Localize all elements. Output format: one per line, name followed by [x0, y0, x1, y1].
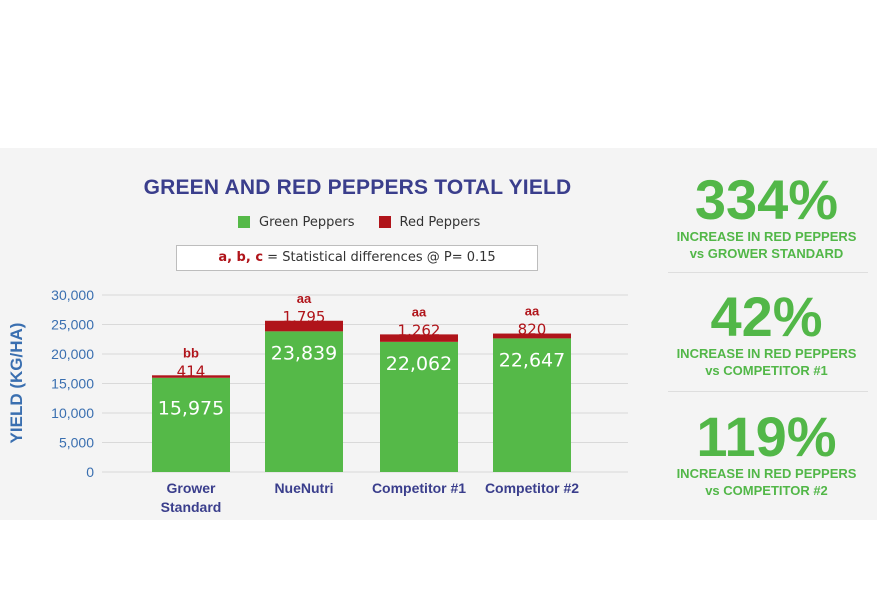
bar-red-3 — [493, 333, 571, 339]
legend: Green Peppers Red Peppers — [238, 213, 504, 231]
significance-label: aa — [525, 304, 540, 319]
stat-grower-standard: 334% INCREASE IN RED PEPPERS vs GROWER S… — [659, 172, 874, 262]
legend-item-red-peppers: Red Peppers — [378, 214, 481, 230]
y-tick-label: 5,000 — [59, 435, 94, 451]
bar-red-1 — [265, 320, 343, 332]
bar-green-2 — [380, 341, 458, 472]
bar-red-0 — [152, 375, 230, 378]
legend-label-red: Red Peppers — [399, 214, 481, 230]
stat-line-1: INCREASE IN RED PEPPERS — [676, 466, 857, 481]
y-tick-label: 0 — [86, 464, 94, 480]
red-swatch — [378, 216, 391, 228]
legend-item-green-peppers: Green Peppers — [238, 215, 355, 230]
y-axis-label: YIELD (KG/HA) — [7, 323, 26, 444]
significance-label: bb — [183, 345, 199, 360]
stat-competitor-1: 42% INCREASE IN RED PEPPERS vs COMPETITO… — [659, 289, 874, 379]
bar-green-1 — [265, 331, 343, 472]
y-tick-label: 15,000 — [51, 376, 94, 392]
green-value-label: 22,062 — [386, 353, 452, 375]
green-value-label: 22,647 — [499, 349, 565, 371]
y-tick-label: 25,000 — [51, 317, 94, 333]
x-tick-label: Competitor #1 — [372, 480, 466, 496]
bar-green-3 — [493, 338, 571, 472]
green-value-label: 23,839 — [271, 342, 337, 364]
red-value-label: 414 — [177, 362, 206, 380]
bar-red-2 — [380, 334, 458, 342]
stat-divider — [668, 391, 868, 392]
stat-competitor-2: 119% INCREASE IN RED PEPPERS vs COMPETIT… — [659, 409, 874, 499]
y-tick-label: 30,000 — [51, 287, 94, 303]
y-tick-label: 20,000 — [51, 346, 94, 362]
stat-percent: 42% — [710, 285, 823, 348]
red-value-label: 820 — [518, 321, 547, 339]
note-letters: a, b, c — [218, 250, 264, 265]
stat-line-1: INCREASE IN RED PEPPERS — [676, 229, 857, 244]
stat-divider — [668, 272, 868, 273]
stat-percent: 334% — [694, 168, 839, 231]
legend-label-green: Green Peppers — [259, 214, 355, 230]
green-value-label: 15,975 — [158, 398, 224, 420]
green-swatch — [238, 216, 250, 228]
red-value-label: 1,262 — [398, 321, 441, 339]
significance-label: aa — [297, 291, 312, 306]
bar-green-0 — [152, 377, 230, 472]
x-tick-label: Standard — [161, 499, 222, 515]
stat-line-2: vs COMPETITOR #1 — [705, 363, 828, 378]
y-tick-label: 10,000 — [51, 405, 94, 421]
stat-percent: 119% — [696, 405, 837, 468]
stat-line-2: vs GROWER STANDARD — [689, 246, 844, 261]
stat-line-1: INCREASE IN RED PEPPERS — [676, 346, 857, 361]
significance-note: a, b, c = Statistical differences @ P= 0… — [176, 245, 538, 271]
x-tick-label: NueNutri — [274, 480, 333, 496]
x-tick-label: Grower — [166, 480, 216, 496]
chart-title: GREEN AND RED PEPPERS TOTAL YIELD — [143, 176, 572, 199]
x-tick-label: Competitor #2 — [485, 480, 579, 496]
red-value-label: 1,795 — [283, 308, 326, 326]
note-text: = Statistical differences @ P= 0.15 — [263, 250, 496, 265]
significance-label: aa — [412, 304, 427, 319]
stat-line-2: vs COMPETITOR #2 — [705, 483, 828, 498]
